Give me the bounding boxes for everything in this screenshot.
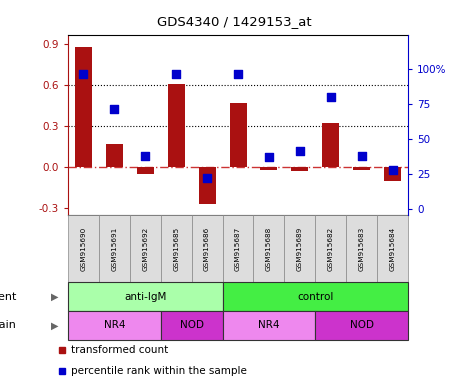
Text: GSM915684: GSM915684 (390, 227, 395, 271)
Bar (198, 167, 216, 204)
Text: NOD: NOD (350, 320, 374, 331)
Point (142, 153, 149, 159)
Point (358, 153, 365, 159)
Text: NR4: NR4 (104, 320, 125, 331)
Point (327, 94, 334, 101)
Text: control: control (297, 291, 333, 302)
Text: GSM915683: GSM915683 (359, 227, 365, 271)
Text: transformed count: transformed count (71, 344, 169, 354)
Bar (130, 215, 161, 282)
Bar (223, 215, 253, 282)
Bar (99, 215, 130, 282)
Bar (253, 215, 284, 282)
Bar (68, 282, 223, 311)
Bar (260, 167, 278, 170)
Text: GSM915682: GSM915682 (328, 227, 334, 271)
Text: NR4: NR4 (258, 320, 280, 331)
Point (204, 175, 211, 182)
Bar (68, 215, 99, 282)
Text: GSM915687: GSM915687 (235, 227, 241, 271)
Bar (168, 84, 185, 167)
Text: GSM915689: GSM915689 (297, 227, 303, 271)
Bar (353, 167, 370, 170)
Text: anti-IgM: anti-IgM (124, 291, 166, 302)
Text: GSM915686: GSM915686 (204, 227, 210, 271)
Bar (377, 215, 408, 282)
Text: percentile rank within the sample: percentile rank within the sample (71, 366, 247, 376)
Bar (192, 215, 223, 282)
Bar (161, 215, 192, 282)
Bar (161, 311, 223, 340)
Point (296, 147, 303, 154)
Text: strain: strain (0, 320, 16, 331)
Text: GSM915691: GSM915691 (111, 227, 117, 271)
Point (173, 71, 180, 77)
Text: ▶: ▶ (51, 320, 59, 331)
Bar (315, 215, 346, 282)
Bar (291, 167, 308, 171)
Text: GSM915685: GSM915685 (173, 227, 179, 271)
Bar (384, 167, 401, 181)
Bar (137, 167, 154, 174)
Bar (68, 311, 161, 340)
Point (80, 71, 87, 77)
Bar (322, 123, 339, 167)
Bar (106, 144, 123, 167)
Text: agent: agent (0, 291, 16, 302)
Text: GDS4340 / 1429153_at: GDS4340 / 1429153_at (157, 15, 312, 28)
Text: NOD: NOD (180, 320, 204, 331)
Bar (75, 47, 92, 167)
Text: ▶: ▶ (51, 291, 59, 302)
Bar (346, 215, 377, 282)
Bar (315, 311, 408, 340)
Bar (223, 311, 315, 340)
Bar (229, 103, 247, 167)
Text: GSM915690: GSM915690 (81, 227, 86, 271)
Text: GSM915692: GSM915692 (142, 227, 148, 271)
Text: GSM915688: GSM915688 (266, 227, 272, 271)
Point (111, 106, 118, 112)
Point (389, 167, 396, 173)
Point (265, 154, 272, 161)
Bar (284, 215, 315, 282)
Point (234, 71, 242, 77)
Bar (223, 282, 408, 311)
